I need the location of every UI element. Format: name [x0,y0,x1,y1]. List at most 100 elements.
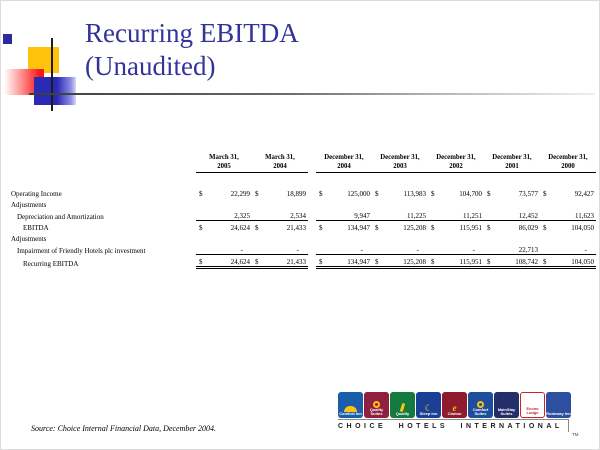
value-cell: $108,742 [484,254,540,269]
page-title: Recurring EBITDA (Unaudited) [85,17,299,83]
choice-hotels-wordmark: CHOICE HOTELS INTERNATIONAL [338,423,563,430]
dollar-sign: $ [255,224,259,232]
value-cell: 11,225 [372,209,428,221]
cell-value: 12,452 [518,212,538,220]
column-gap [308,187,316,198]
column-gap [308,232,316,243]
value-cell [316,198,372,209]
value-cell: $125,208 [372,221,428,232]
dollar-sign: $ [319,224,323,232]
cell-value: 21,433 [286,258,306,266]
cell-value: - [584,246,587,254]
value-cell: - [196,243,252,255]
cell-value: 134,947 [347,258,370,266]
column-header: December 31, 2001 [484,145,540,173]
row-label: Recurring EBITDA [23,259,79,268]
decoration-navy-square [3,34,12,44]
dollar-sign: $ [255,258,259,266]
dollar-sign: $ [543,224,547,232]
column-gap [308,243,316,255]
value-cell [484,198,540,209]
dollar-sign: $ [199,190,203,198]
source-note: Source: Choice Internal Financial Data, … [31,424,216,433]
table-row: EBITDA $24,624 $21,433 $134,947 $125,208 $115… [9,221,596,233]
row-label: Operating Income [11,190,62,198]
table-row: Impairment of Friendly Hotels plc invest… [9,243,596,255]
cell-value: 24,624 [230,224,250,232]
row-label: Impairment of Friendly Hotels plc invest… [17,246,146,255]
value-cell: $104,700 [428,187,484,198]
decoration-blue-square [34,77,76,105]
brand-name: Quality Suites [369,406,384,417]
dollar-sign: $ [375,258,379,266]
value-cell [428,232,484,243]
value-cell: 22,713 [484,243,540,255]
brand-logo-clarion: e Clarion [442,392,467,418]
dollar-sign: $ [543,190,547,198]
brand-name: Comfort Inn [339,411,362,417]
value-cell [316,232,372,243]
cell-value: 11,251 [463,212,482,220]
value-cell: $113,983 [372,187,428,198]
value-cell: $21,433 [252,254,308,269]
value-cell: $18,899 [252,187,308,198]
dollar-sign: $ [319,190,323,198]
cell-value: - [360,246,363,254]
dollar-sign: $ [487,190,491,198]
dollar-sign: $ [431,224,435,232]
value-cell: $125,208 [372,254,428,269]
cell-value: 108,742 [515,258,538,266]
dollar-sign: $ [487,224,491,232]
cell-value: 134,947 [347,224,370,232]
dollar-sign: $ [431,190,435,198]
value-cell: $86,029 [484,221,540,232]
table-row: Adjustments [9,232,596,243]
value-cell: 12,452 [484,209,540,221]
brand-logo-rodeway-inn: Rodeway Inn [546,392,571,418]
dollar-sign: $ [199,258,203,266]
logo-divider-tick [568,419,569,432]
value-cell: $22,299 [196,187,252,198]
dollar-sign: $ [199,224,203,232]
title-line-2: (Unaudited) [85,51,216,81]
table-row: Recurring EBITDA $24,624 $21,433 $134,947 $1… [9,254,596,269]
brand-name: Clarion [447,411,462,417]
value-cell [428,198,484,209]
cell-value: 2,534 [290,212,306,220]
brand-name: Rodeway Inn [546,411,571,417]
column-gap [308,221,316,233]
brand-logo-quality-suites: Quality Suites [364,392,389,418]
row-label: Adjustments [11,201,47,209]
cell-value: 22,713 [518,246,538,254]
dollar-sign: $ [543,258,547,266]
value-cell: 9,947 [316,209,372,221]
value-cell: $115,951 [428,254,484,269]
row-label: Depreciation and Amortization [17,212,104,221]
value-cell: $92,427 [540,187,596,198]
value-cell: 2,534 [252,209,308,221]
value-cell: $134,947 [316,221,372,232]
value-cell: 2,325 [196,209,252,221]
cell-value: 86,029 [518,224,538,232]
column-header: December 31, 2002 [428,145,484,173]
value-cell: $104,050 [540,221,596,232]
row-label: Adjustments [11,235,47,243]
value-cell: $134,947 [316,254,372,269]
table-row: Depreciation and Amortization 2,325 2,534 9… [9,209,596,221]
cell-value: 73,577 [518,190,538,198]
value-cell [484,232,540,243]
cell-value: 92,427 [574,190,594,198]
column-gap [308,145,316,173]
table-row: Operating Income $22,299 $18,899 $125,000 $1… [9,187,596,198]
cell-value: - [296,246,299,254]
column-header: December 31, 2003 [372,145,428,173]
cell-value: - [416,246,419,254]
trademark-symbol: TM [572,432,579,437]
value-cell: 11,623 [540,209,596,221]
value-cell: $24,624 [196,221,252,232]
dollar-sign: $ [431,258,435,266]
value-cell: $24,624 [196,254,252,269]
logo-divider-line [338,419,569,420]
value-cell [196,198,252,209]
